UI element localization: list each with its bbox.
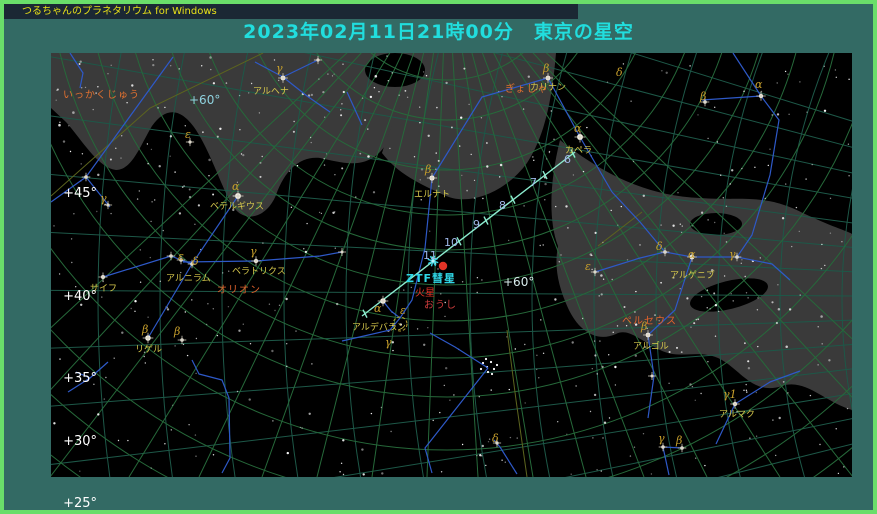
greek-letter-label: δ: [192, 255, 199, 268]
greek-letter-label: γ: [385, 336, 392, 349]
altitude-axis-label: +30°: [63, 434, 97, 449]
greek-letter-label: α: [574, 122, 582, 135]
constellation-boundaries: [51, 53, 643, 477]
constellation-name-label: ぎょしゃ: [505, 84, 549, 95]
greek-letter-label: γ: [100, 192, 107, 205]
chart-title: 2023年02月11日21時00分 東京の星空: [243, 21, 634, 43]
altitude-axis-label: +40°: [63, 289, 97, 304]
constellation-name-label: いっかくじゅう: [63, 90, 140, 101]
greek-letter-label: ε: [585, 260, 591, 273]
greek-letter-label: β: [676, 434, 683, 447]
constellation-name-label: おうし: [424, 300, 457, 311]
star-name-label: カリナン: [530, 83, 567, 93]
grid-coordinate-label: +60°: [503, 275, 535, 289]
greek-letter-label: γ: [658, 432, 665, 445]
greek-letter-label: β: [700, 90, 707, 103]
open-cluster-symbol: [392, 316, 408, 332]
app-title-bar: つるちゃんのプラネタリウム for Windows: [4, 4, 578, 19]
greek-letter-label: γ1: [723, 388, 737, 401]
greek-letter-label: α: [755, 78, 763, 91]
mars-symbol: [438, 261, 448, 271]
grid-coordinate-label: +60°: [189, 93, 221, 107]
greek-letter-label: δ: [616, 66, 623, 79]
greek-letter-label: β: [425, 163, 432, 176]
app-title: つるちゃんのプラネタリウム for Windows: [22, 6, 217, 17]
star-name-label: リゲル: [135, 345, 163, 355]
greek-letter-label: ε: [178, 250, 184, 263]
greek-letter-label: ε: [400, 304, 406, 317]
comet-date-label: 7: [530, 176, 537, 189]
star-name-label: アルマク: [719, 410, 755, 420]
constellation-name-label: ペルセウス: [622, 316, 677, 327]
greek-letter-label: β: [142, 323, 149, 336]
comet-symbol: [427, 255, 439, 267]
greek-letter-label: β: [174, 325, 181, 338]
greek-letter-label: α: [232, 180, 240, 193]
greek-letter-label: α: [374, 302, 382, 315]
star-name-label: ベテルギウス: [210, 202, 265, 212]
altitude-axis-label: +25°: [63, 496, 97, 511]
star-name-label: カペラ: [565, 146, 593, 156]
greek-letter-label: α: [688, 248, 696, 261]
comet-date-label: 9: [473, 218, 480, 231]
star-name-label: アルゴル: [633, 342, 669, 352]
bright-stars: [81, 55, 766, 453]
sky-chart-area[interactable]: アルヘナエルナト カリナンカペラアルゲニブアルゴルアルマク ベテルギウスベラトリクス…: [51, 53, 852, 477]
greek-letter-label: γ: [250, 245, 257, 258]
comet-date-label: 6: [564, 153, 571, 166]
altitude-axis-label: +35°: [63, 371, 97, 386]
altitude-axis-label: +45°: [63, 186, 97, 201]
greek-letter-label: β: [641, 320, 648, 333]
comet-date-label: 8: [499, 199, 506, 212]
star-name-label: アルデバラン: [352, 323, 406, 333]
greek-letter-label: δ: [656, 240, 663, 253]
comet-name-label: ZTF彗星: [406, 272, 456, 285]
constellation-name-label: オリオン: [217, 285, 261, 296]
star-name-label: エルナト: [414, 190, 451, 200]
greek-letter-label: β: [543, 62, 550, 75]
comet-date-label: 11: [423, 249, 437, 262]
mars-name-label: 火星: [415, 288, 435, 299]
star-field: [53, 55, 850, 476]
star-name-label: アルゲニブ: [670, 271, 715, 281]
star-name-label: ベラトリクス: [232, 267, 286, 277]
sky-svg: [51, 53, 852, 477]
greek-letter-label: γ: [276, 62, 283, 75]
star-name-label: サイフ: [90, 284, 118, 294]
greek-letter-label: δ: [492, 432, 499, 445]
star-name-label: アルニラム: [166, 274, 211, 284]
star-name-label: アルヘナ: [253, 87, 289, 97]
comet-date-label: 10: [444, 236, 458, 249]
greek-letter-label: γ: [729, 248, 736, 261]
greek-letter-label: ε: [185, 128, 191, 141]
